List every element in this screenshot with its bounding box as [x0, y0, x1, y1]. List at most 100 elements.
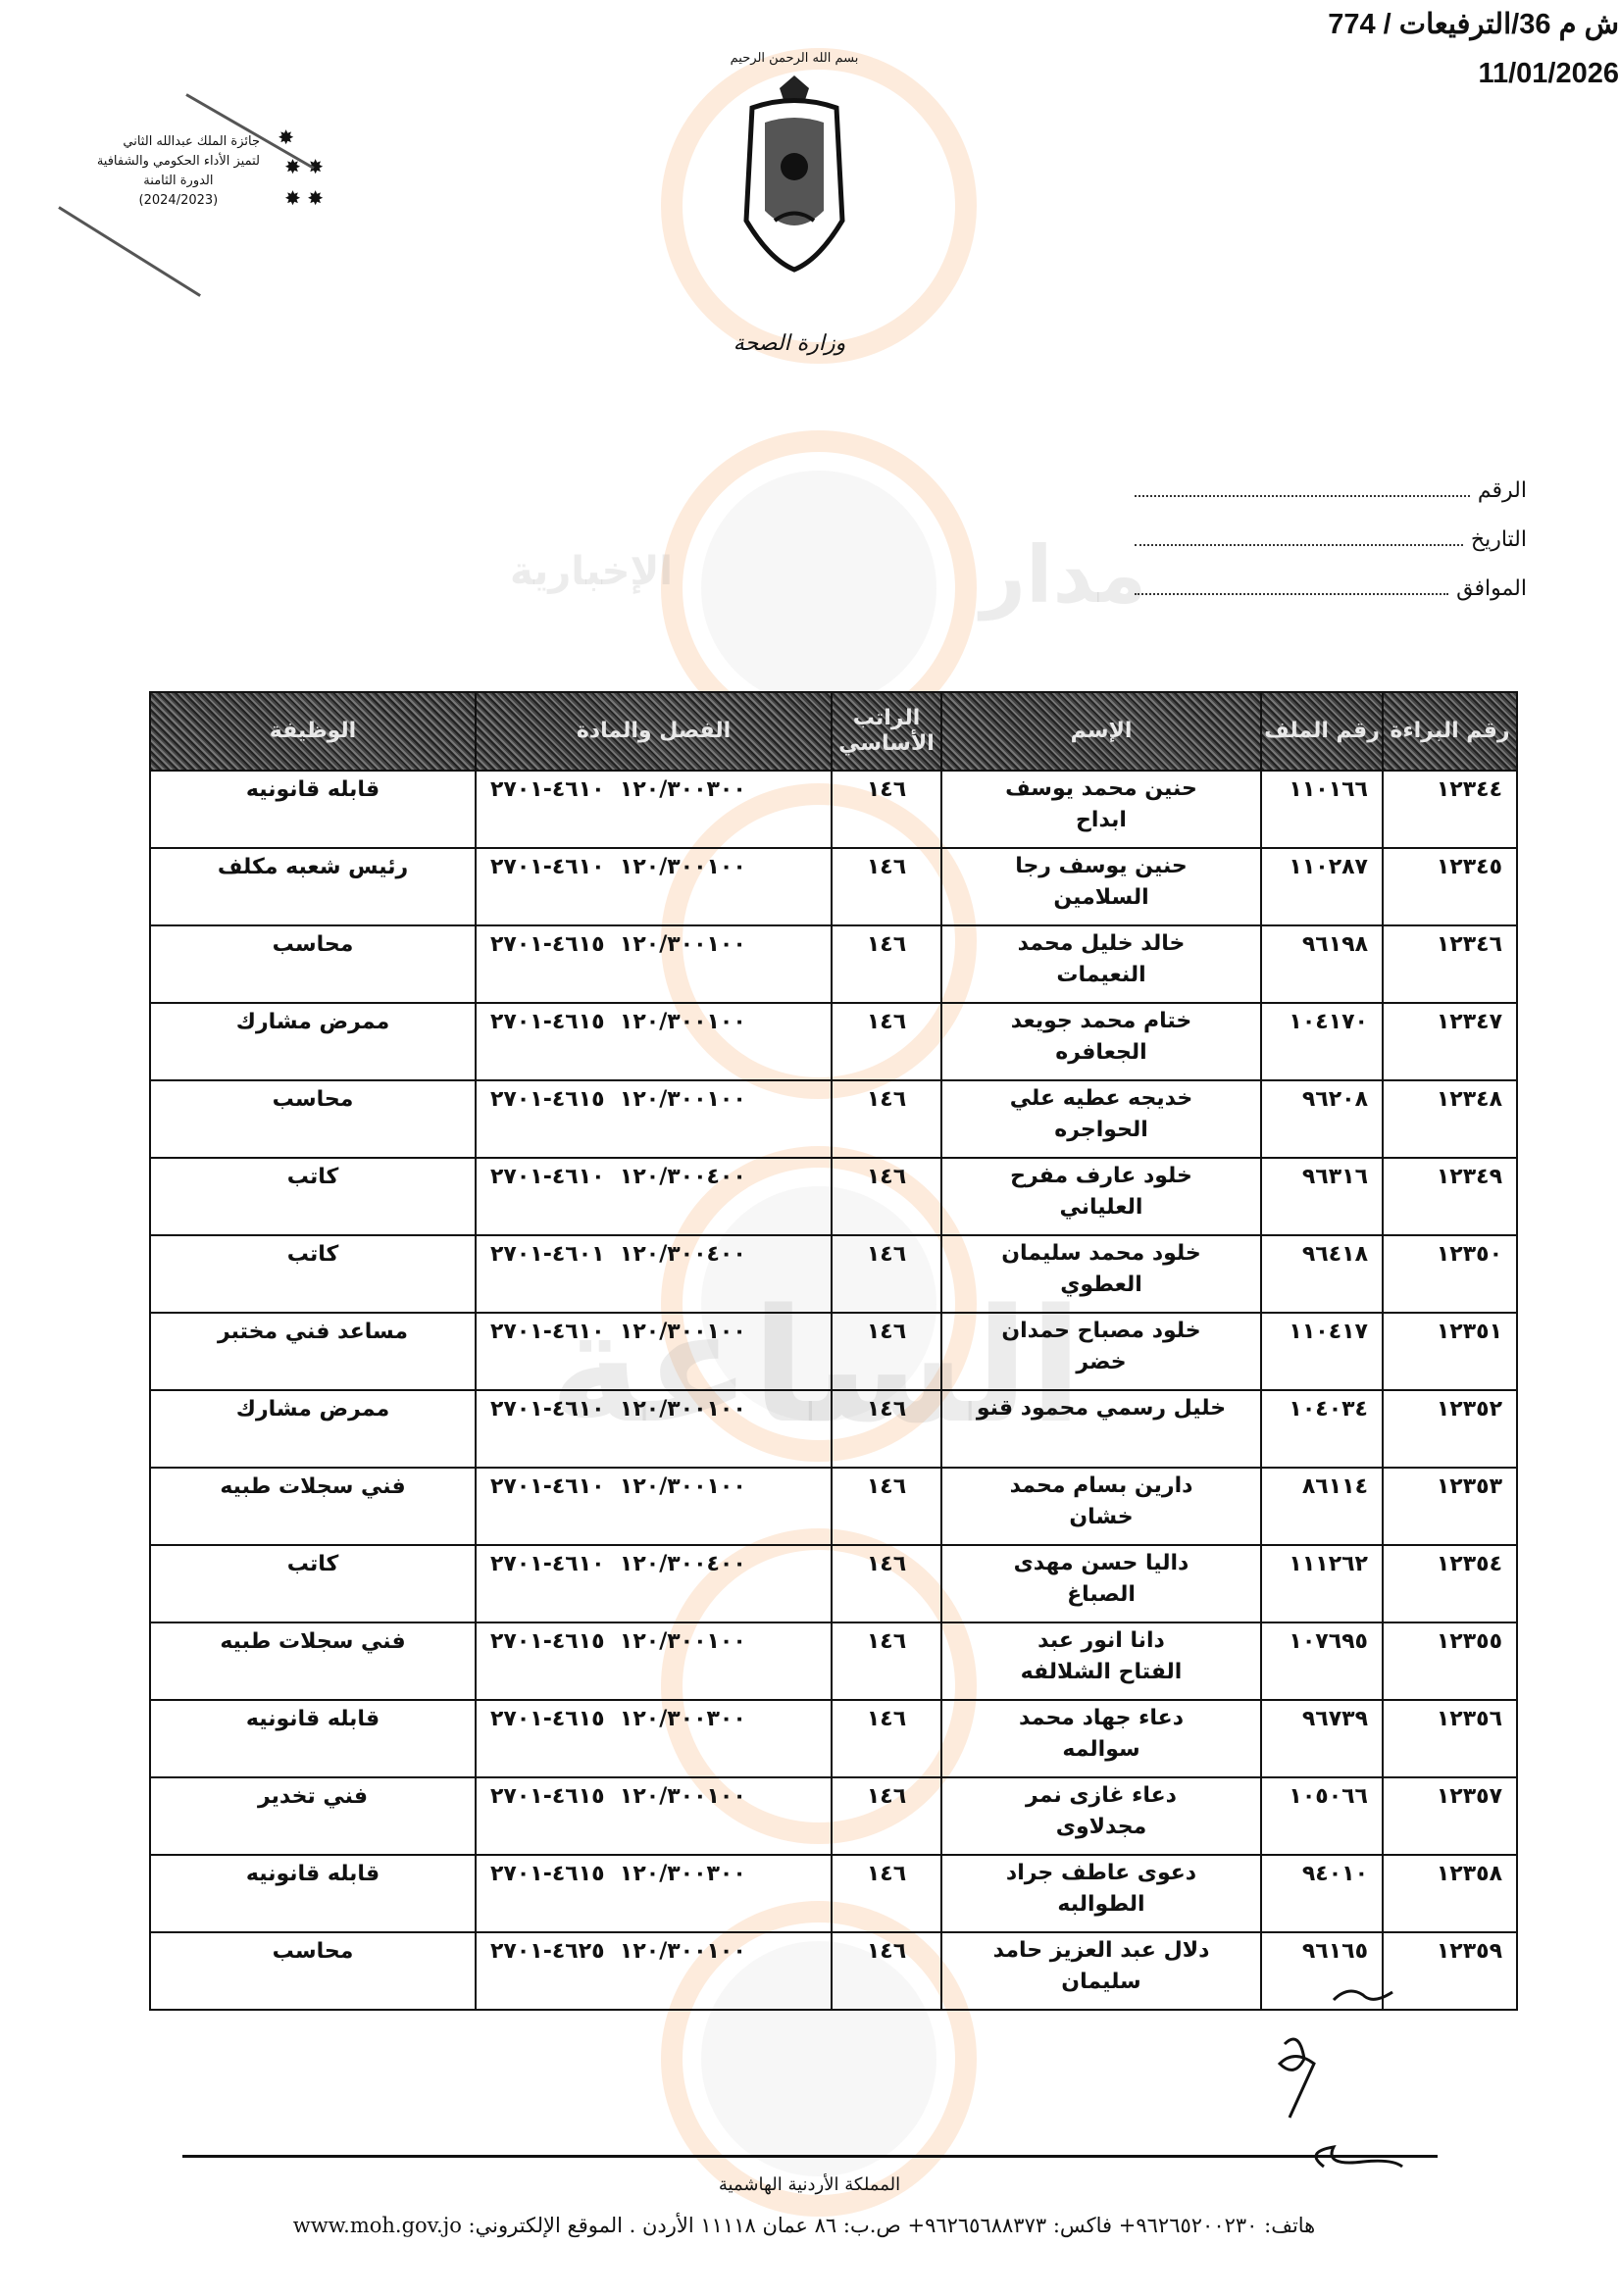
cell-chapter-article-text: ١٢٠/٣٠٠٣٠٠ ٤٦١٥-٢٧٠١ [490, 1707, 746, 1731]
cell-chapter-article: ١٢٠/٣٠٠٣٠٠ ٤٦١٥-٢٧٠١ [475, 1699, 833, 1778]
cell-certificate-number-text: ١٢٣٥٩ [1436, 1939, 1502, 1964]
cell-file-number-text: ٩٤٠١٠ [1301, 1862, 1368, 1886]
cell-certificate-number: ١٢٣٥٣ [1382, 1467, 1518, 1546]
cell-name-text: داليا حسن مهدى [1013, 1551, 1189, 1575]
table-row: ١٢٣٥١ ١١٠٤١٧ خلود مصباح حمدان خضر ١٤٦ ١٢٠/٣٠٠… [149, 1312, 1518, 1391]
table-row: ١٢٣٤٥ ١١٠٢٨٧ حنين يوسف رجا السلامين ١٤٦ ١٢٠/٣… [149, 847, 1518, 926]
cell-name-text: حنين يوسف رجا [1015, 854, 1188, 878]
header-basic-salary: الراتب الأساسي [831, 691, 942, 772]
cell-name: دعاء جهاد محمد سوالمه [940, 1699, 1262, 1778]
cell-chapter-article: ١٢٠/٣٠٠٤٠٠ ٤٦٠١-٢٧٠١ [475, 1234, 833, 1314]
cell-name-text: خليل رسمي محمود قنو [976, 1396, 1227, 1421]
cell-basic-salary-text: ١٤٦ [866, 932, 907, 957]
watermark-text: الإخبارية [510, 549, 673, 594]
cell-certificate-number-text: ١٢٣٥٤ [1436, 1552, 1502, 1576]
watermark-text: مدار [981, 529, 1147, 621]
cell-chapter-article-text: ١٢٠/٣٠٠١٠٠ ٤٦١٠-٢٧٠١ [490, 1474, 746, 1499]
cell-certificate-number: ١٢٣٤٦ [1382, 924, 1518, 1004]
cell-basic-salary: ١٤٦ [831, 1157, 942, 1236]
cell-name-text: دارين بسام محمد [1009, 1473, 1193, 1498]
cell-job-title: كاتب [149, 1544, 477, 1623]
cell-basic-salary: ١٤٦ [831, 1931, 942, 2011]
cell-file-number-text: ٩٦٣١٦ [1301, 1165, 1368, 1189]
promotions-table: رقم البراءة رقم الملف الإسم الراتب الأسا… [149, 691, 1518, 2011]
cell-job-title-text: قابله قانونيه [245, 1862, 380, 1886]
cell-basic-salary-text: ١٤٦ [866, 1939, 907, 1964]
cell-certificate-number: ١٢٣٤٨ [1382, 1079, 1518, 1159]
cell-certificate-number-text: ١٢٣٤٤ [1436, 777, 1502, 802]
cell-basic-salary: ١٤٦ [831, 1776, 942, 1856]
table-row: ١٢٣٥٢ ١٠٤٠٣٤ خليل رسمي محمود قنو ١٤٦ ١٢٠/٣٠٠… [149, 1389, 1518, 1469]
award-line: الدورة الثامنة [143, 174, 214, 188]
cell-name-text: خضر [1076, 1350, 1127, 1374]
cell-name-text: سوالمه [1062, 1737, 1140, 1762]
cell-chapter-article-text: ١٢٠/٣٠٠١٠٠ ٤٦١٠-٢٧٠١ [490, 1320, 746, 1344]
cell-basic-salary: ١٤٦ [831, 1622, 942, 1701]
cell-name: ختام محمد جويعد الجعافره [940, 1002, 1262, 1081]
cell-basic-salary: ١٤٦ [831, 1854, 942, 1933]
cell-chapter-article: ١٢٠/٣٠٠١٠٠ ٤٦١٠-٢٧٠١ [475, 1467, 833, 1546]
cell-file-number: ٩٦٢٠٨ [1260, 1079, 1384, 1159]
cell-certificate-number: ١٢٣٥٤ [1382, 1544, 1518, 1623]
table-header-row: رقم البراءة رقم الملف الإسم الراتب الأسا… [149, 691, 1518, 772]
cell-name: دلال عبد العزيز حامد سليمان [940, 1931, 1262, 2011]
cell-job-title: قابله قانونيه [149, 770, 477, 849]
cell-certificate-number: ١٢٣٥٥ [1382, 1622, 1518, 1701]
cell-job-title: قابله قانونيه [149, 1699, 477, 1778]
cell-job-title-text: كاتب [286, 1165, 339, 1189]
cell-file-number-text: ١٠٤٠٣٤ [1289, 1397, 1368, 1422]
table-row: ١٢٣٥٩ ٩٦١٦٥ دلال عبد العزيز حامد سليمان ١٤٦ ١… [149, 1931, 1518, 2011]
cell-basic-salary-text: ١٤٦ [866, 1862, 907, 1886]
cell-name: دعاء غازى نمر مجدلاوى [940, 1776, 1262, 1856]
star-icon: ✸ ✸ [284, 186, 324, 210]
cell-chapter-article-text: ١٢٠/٣٠٠١٠٠ ٤٦١٥-٢٧٠١ [490, 1629, 746, 1654]
header-chapter-article: الفصل والمادة [475, 691, 833, 772]
cell-certificate-number-text: ١٢٣٥١ [1436, 1320, 1502, 1344]
cell-job-title-text: محاسب [272, 1087, 354, 1112]
cell-file-number-text: ١٠٥٠٦٦ [1289, 1784, 1368, 1809]
cell-basic-salary: ١٤٦ [831, 1312, 942, 1391]
cell-name: داليا حسن مهدى الصباغ [940, 1544, 1262, 1623]
cell-name: خديجه عطيه علي الحواجره [940, 1079, 1262, 1159]
cell-job-title: كاتب [149, 1234, 477, 1314]
field-label: التاريخ [1470, 527, 1527, 552]
cell-job-title-text: قابله قانونيه [245, 777, 380, 802]
cell-certificate-number: ١٢٣٤٧ [1382, 1002, 1518, 1081]
cell-basic-salary-text: ١٤٦ [866, 1397, 907, 1422]
cell-name-text: سليمان [1061, 1970, 1141, 1994]
cell-job-title-text: ممرض مشارك [235, 1010, 390, 1034]
cell-basic-salary: ١٤٦ [831, 1234, 942, 1314]
cell-certificate-number-text: ١٢٣٥٠ [1436, 1242, 1502, 1267]
cell-basic-salary: ١٤٦ [831, 847, 942, 926]
cell-basic-salary-text: ١٤٦ [866, 1552, 907, 1576]
cell-file-number: ٨٦١١٤ [1260, 1467, 1384, 1546]
cell-name-text: دعوى عاطف جراد [1005, 1861, 1197, 1885]
cell-name: خالد خليل محمد النعيمات [940, 924, 1262, 1004]
cell-job-title-text: ممرض مشارك [235, 1397, 390, 1422]
field-label: الموافق [1456, 576, 1527, 601]
cell-basic-salary-text: ١٤٦ [866, 777, 907, 802]
star-icon: ✸ [278, 125, 294, 149]
cell-job-title-text: محاسب [272, 932, 354, 957]
cell-job-title: ممرض مشارك [149, 1389, 477, 1469]
cell-basic-salary-text: ١٤٦ [866, 855, 907, 879]
cell-name: دارين بسام محمد خشان [940, 1467, 1262, 1546]
star-icon: ✸ ✸ [284, 155, 324, 178]
cell-job-title: قابله قانونيه [149, 1854, 477, 1933]
cell-job-title-text: قابله قانونيه [245, 1707, 380, 1731]
cell-certificate-number: ١٢٣٥٩ [1382, 1931, 1518, 2011]
field-number: الرقم [1135, 478, 1527, 503]
field-label: الرقم [1477, 478, 1527, 503]
reference-block: ش م 36/الترفيعات / 774 11/01/2026 [0, 0, 1619, 98]
cell-certificate-number-text: ١٢٣٥٥ [1436, 1629, 1502, 1654]
cell-file-number: ١٠٤٠٣٤ [1260, 1389, 1384, 1469]
cell-file-number-text: ١١٠٤١٧ [1289, 1320, 1368, 1344]
cell-certificate-number: ١٢٣٤٤ [1382, 770, 1518, 849]
cell-name-text: دعاء جهاد محمد [1018, 1706, 1184, 1730]
cell-file-number: ٩٦١٦٥ [1260, 1931, 1384, 2011]
field-corresponding: الموافق [1135, 576, 1527, 601]
table-row: ١٢٣٥٦ ٩٦٧٣٩ دعاء جهاد محمد سوالمه ١٤٦ ١٢٠/٣٠٠… [149, 1699, 1518, 1778]
cell-job-title-text: فني تخدير [257, 1784, 369, 1809]
cell-name-text: السلامين [1053, 885, 1149, 910]
cell-basic-salary-text: ١٤٦ [866, 1242, 907, 1267]
